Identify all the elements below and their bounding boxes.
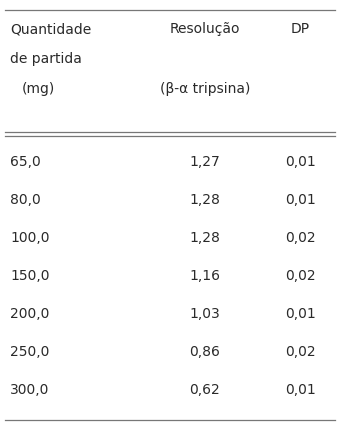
Text: 250,0: 250,0 <box>10 345 49 359</box>
Text: Resolução: Resolução <box>170 22 240 36</box>
Text: Quantidade: Quantidade <box>10 22 91 36</box>
Text: 0,02: 0,02 <box>285 231 315 245</box>
Text: 0,01: 0,01 <box>285 383 316 397</box>
Text: 0,02: 0,02 <box>285 345 315 359</box>
Text: 200,0: 200,0 <box>10 307 49 321</box>
Text: 1,03: 1,03 <box>190 307 220 321</box>
Text: 0,01: 0,01 <box>285 307 316 321</box>
Text: 1,28: 1,28 <box>190 193 220 207</box>
Text: 0,86: 0,86 <box>190 345 220 359</box>
Text: 80,0: 80,0 <box>10 193 41 207</box>
Text: 0,01: 0,01 <box>285 193 316 207</box>
Text: 150,0: 150,0 <box>10 269 50 283</box>
Text: 65,0: 65,0 <box>10 155 41 169</box>
Text: DP: DP <box>290 22 309 36</box>
Text: 0,62: 0,62 <box>190 383 220 397</box>
Text: 1,27: 1,27 <box>190 155 220 169</box>
Text: 0,01: 0,01 <box>285 155 316 169</box>
Text: de partida: de partida <box>10 52 82 66</box>
Text: 1,28: 1,28 <box>190 231 220 245</box>
Text: (β-α tripsina): (β-α tripsina) <box>160 82 250 96</box>
Text: 300,0: 300,0 <box>10 383 49 397</box>
Text: 0,02: 0,02 <box>285 269 315 283</box>
Text: 100,0: 100,0 <box>10 231 50 245</box>
Text: (mg): (mg) <box>22 82 55 96</box>
Text: 1,16: 1,16 <box>189 269 221 283</box>
